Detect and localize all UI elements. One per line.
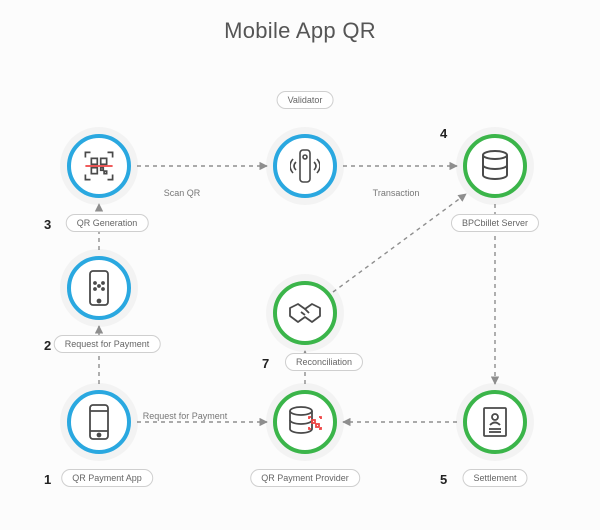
edge-reconcile-server (333, 194, 466, 292)
label-settlement: Settlement (462, 469, 527, 487)
step-2: 2 (44, 338, 51, 353)
node-qr-payment-provider (273, 390, 337, 454)
node-qr-scan (67, 134, 131, 198)
diagram-canvas: Validator QR Generation BPCbillet Server… (0, 18, 600, 530)
label-qr-payment-provider: QR Payment Provider (250, 469, 360, 487)
node-reconciliation (273, 281, 337, 345)
edge-label-1: Transaction (371, 188, 422, 198)
label-validator: Validator (277, 91, 334, 109)
step-1: 1 (44, 472, 51, 487)
label-reconciliation: Reconciliation (285, 353, 363, 371)
node-validator (273, 134, 337, 198)
label-qr-payment-app: QR Payment App (61, 469, 153, 487)
edge-label-4: Request for Payment (141, 411, 230, 421)
step-7: 7 (262, 356, 269, 371)
node-request-payment (67, 256, 131, 320)
step-3: 3 (44, 217, 51, 232)
edge-label-0: Scan QR (162, 188, 203, 198)
node-qr-payment-app (67, 390, 131, 454)
label-request-payment: Request for Payment (54, 335, 161, 353)
node-settlement (463, 390, 527, 454)
step-4: 4 (440, 126, 447, 141)
label-server: BPCbillet Server (451, 214, 539, 232)
label-qr-generation: QR Generation (66, 214, 149, 232)
step-5: 5 (440, 472, 447, 487)
node-bpcbillet-server (463, 134, 527, 198)
